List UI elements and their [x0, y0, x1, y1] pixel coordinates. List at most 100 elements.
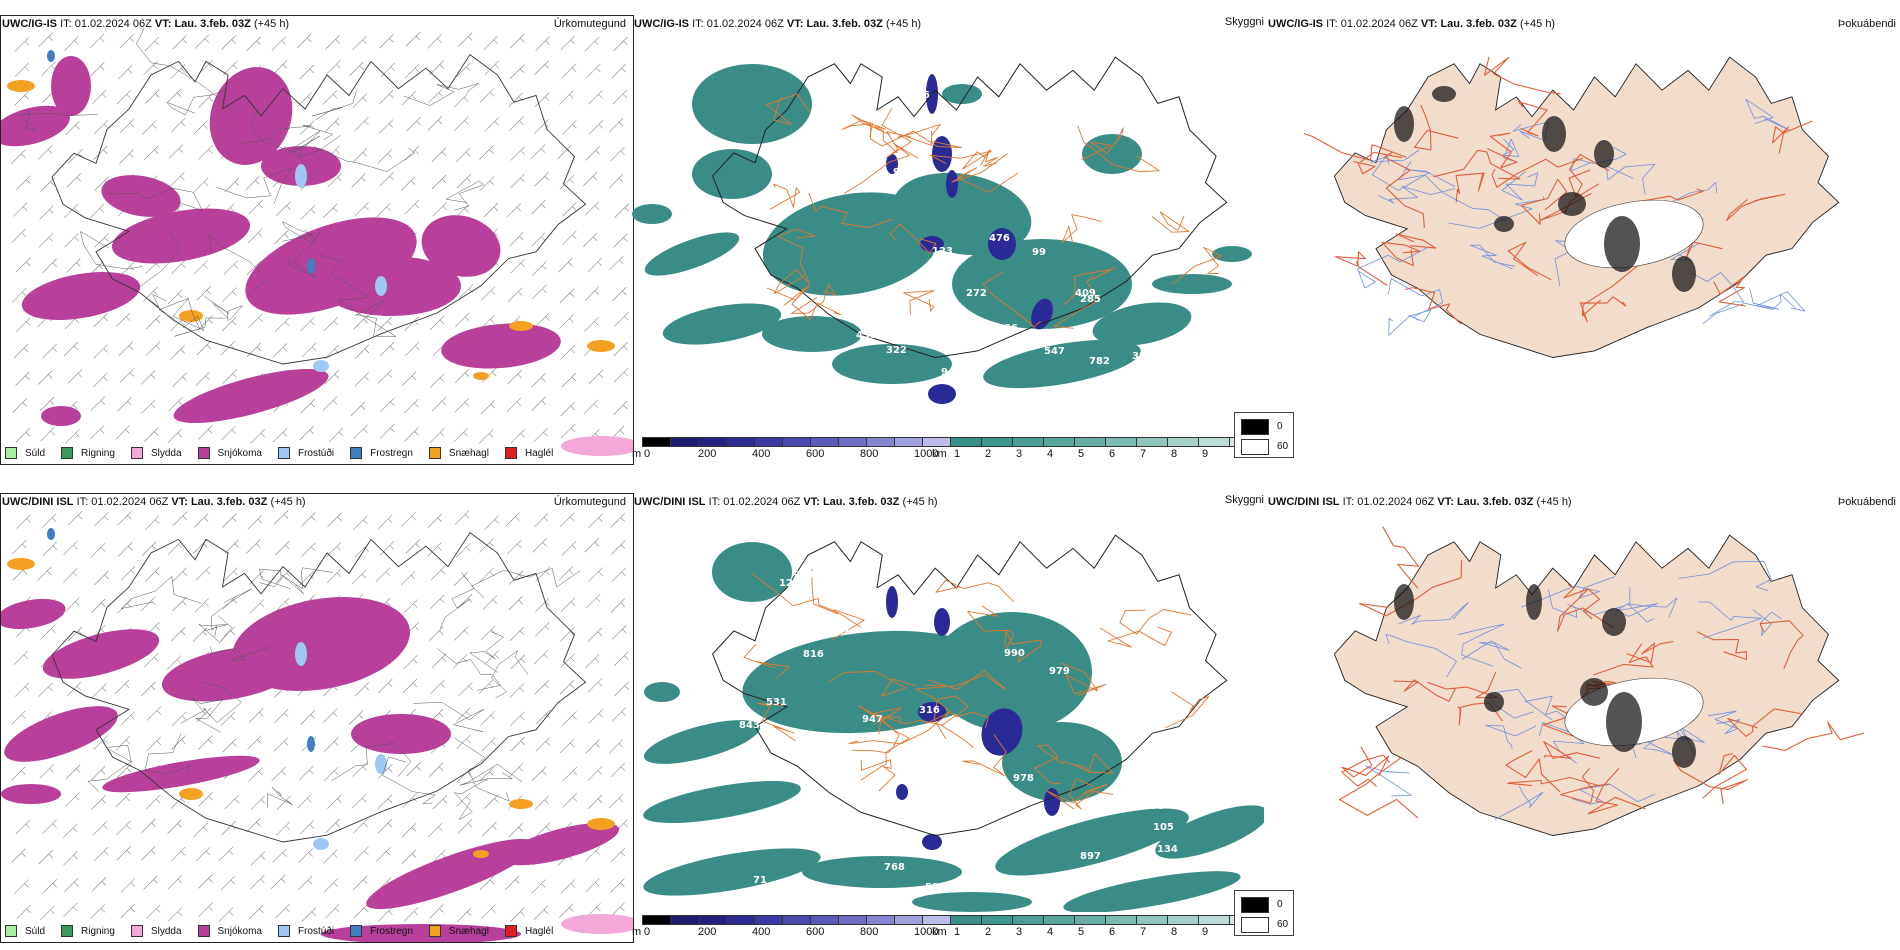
- precip-panel-title: Úrkomutegund: [553, 18, 626, 30]
- visibility-value-label: 316: [919, 705, 940, 716]
- precip-legend-item: Súld: [5, 447, 45, 459]
- visibility-value-label: 249: [1024, 813, 1045, 824]
- precip-legend-label: Slydda: [150, 447, 182, 459]
- it-label: IT:: [76, 496, 89, 508]
- vt-value: Lau. 3.feb. 03Z: [190, 496, 268, 508]
- precip-map[interactable]: Súld Rigning Slydda Snjókoma Frostúði Frostre…: [0, 15, 634, 465]
- km-colorbar-ticks: km12345678910: [932, 448, 1262, 462]
- height-tick: 0: [644, 448, 651, 460]
- visibility-value-label: 455: [856, 330, 877, 341]
- lead-time: (+45 h): [902, 496, 938, 508]
- height-colorbar-segment: [811, 437, 839, 447]
- precip-legend-swatch: [130, 925, 143, 937]
- visibility-panel-title: Skyggni: [1224, 494, 1264, 506]
- precip-legend-swatch: [61, 925, 74, 937]
- fog-panel-title: Þokuábendi: [1837, 496, 1896, 508]
- vt-value: Lau. 3.feb. 03Z: [1440, 18, 1517, 30]
- model-name: UWC/DINI ISL: [2, 496, 74, 508]
- km-tick: 6: [1109, 926, 1116, 938]
- visibility-value-label: 949: [1052, 102, 1073, 113]
- visibility-value-label: 496: [1159, 153, 1180, 164]
- it-value: 01.02.2024 06Z: [91, 496, 169, 508]
- visibility-value-label: 966: [898, 841, 919, 852]
- precip-legend-label: Snæhagl: [448, 925, 489, 937]
- precip-legend-item: Snjókoma: [197, 925, 262, 937]
- visibility-value-label: 71: [753, 875, 767, 886]
- km-colorbar-segment: [950, 915, 982, 925]
- it-value: 01.02.2024 06Z: [74, 18, 152, 30]
- precip-legend-label: Haglél: [524, 447, 554, 459]
- height-tick: 200: [698, 926, 717, 938]
- fog-map[interactable]: [1304, 34, 1864, 434]
- precip-legend-label: Snæhagl: [448, 447, 489, 459]
- visibility-value-label: 980: [893, 167, 914, 178]
- run-info-header: UWC/IG-IS IT: 01.02.2024 06Z VT: Lau. 3.…: [1268, 18, 1555, 30]
- precip-legend-swatch: [197, 925, 210, 937]
- precip-legend-label: Snjókoma: [217, 447, 262, 459]
- fog-legend-swatch: [1241, 897, 1269, 913]
- run-info-header: UWC/IG-IS IT: 01.02.2024 06Z VT: Lau. 3.…: [2, 18, 289, 30]
- vt-label: VT:: [171, 496, 188, 508]
- height-tick: 0: [644, 926, 651, 938]
- visibility-value-label: 966: [866, 587, 887, 598]
- km-colorbar-segment: [1013, 915, 1044, 925]
- visibility-value-label: 531: [766, 697, 787, 708]
- visibility-value-label: 816: [803, 649, 824, 660]
- fog-legend-label: 0: [1277, 899, 1283, 910]
- km-unit: km: [932, 448, 947, 460]
- visibility-map[interactable]: 249 531 736 966 134 449 217 444 229 990 816 71 979 97…: [632, 512, 1264, 912]
- height-colorbar-segment: [755, 437, 783, 447]
- precip-type-panel: UWC/IG-IS IT: 01.02.2024 06Z VT: Lau. 3.…: [0, 0, 634, 466]
- height-tick: 1000: [914, 926, 939, 938]
- precip-legend-item: Snæhagl: [428, 925, 489, 937]
- height-tick: 1000: [914, 448, 939, 460]
- visibility-map-canvas: 249 531 736 966 134 449 217 444 229 990 816 71 979 97…: [643, 534, 1264, 912]
- it-label: IT:: [1342, 496, 1355, 508]
- precip-legend-item: Slydda: [130, 447, 182, 459]
- visibility-value-label: 122: [779, 578, 800, 589]
- precip-legend-swatch: [197, 447, 210, 459]
- fog-legend-swatch: [1241, 917, 1269, 933]
- visibility-value-label: 978: [1013, 773, 1034, 784]
- km-tick: 4: [1047, 926, 1054, 938]
- precip-legend-label: Súld: [25, 447, 46, 459]
- height-colorbar-segment: [895, 915, 923, 925]
- visibility-value-label: 975: [991, 546, 1012, 557]
- km-tick: 5: [1078, 448, 1085, 460]
- height-colorbar-segment: [671, 437, 699, 447]
- height-colorbar-segment: [923, 437, 951, 447]
- precip-legend-item: Haglél: [504, 447, 554, 459]
- visibility-value-label: 736: [1157, 647, 1178, 658]
- precip-legend-label: Súld: [25, 925, 46, 937]
- visibility-map-canvas: 246 244 476 272 996 541 312 319 782 455 26 67 322 83 5…: [632, 56, 1252, 407]
- precip-map[interactable]: Súld Rigning Slydda Snjókoma Frostúði Frostre…: [0, 493, 634, 943]
- vt-value: Lau. 3.feb. 03Z: [174, 18, 251, 30]
- height-tick: 800: [860, 448, 879, 460]
- height-colorbar-segment: [783, 437, 811, 447]
- height-unit: m: [632, 926, 642, 938]
- precip-legend: Súld Rigning Slydda Snjókoma Frostúði Frostre…: [5, 920, 569, 942]
- visibility-value-label: 985: [960, 133, 981, 144]
- visibility-map[interactable]: 246 244 476 272 996 541 312 319 782 455 26 67 322 83 5…: [632, 34, 1264, 434]
- fog-map[interactable]: [1304, 512, 1864, 912]
- visibility-value-label: 996: [909, 90, 930, 101]
- visibility-value-label: 547: [1044, 346, 1065, 357]
- visibility-value-label: 67: [851, 173, 865, 184]
- model-name: UWC/DINI ISL: [634, 496, 706, 508]
- height-colorbar-segment: [727, 437, 755, 447]
- precip-legend-item: Slydda: [130, 925, 182, 937]
- precip-legend: Súld Rigning Slydda Snjókoma Frostúði Frostre…: [5, 442, 569, 464]
- it-label: IT:: [708, 496, 721, 508]
- visibility-value-label: 862: [1158, 790, 1179, 801]
- lead-time: (+45 h): [1536, 496, 1572, 508]
- visibility-value-label: 941: [941, 367, 962, 378]
- km-colorbar-ticks: km12345678910: [932, 926, 1262, 940]
- height-colorbar-segment: [755, 915, 783, 925]
- km-colorbar-segment: [1044, 437, 1075, 447]
- km-colorbar-segment: [982, 437, 1013, 447]
- fog-legend-swatch: [1241, 439, 1269, 455]
- km-colorbar: [950, 437, 1261, 447]
- precip-legend-label: Frostregn: [370, 447, 413, 459]
- km-colorbar-segment: [1106, 437, 1137, 447]
- visibility-value-label: 217: [829, 626, 850, 637]
